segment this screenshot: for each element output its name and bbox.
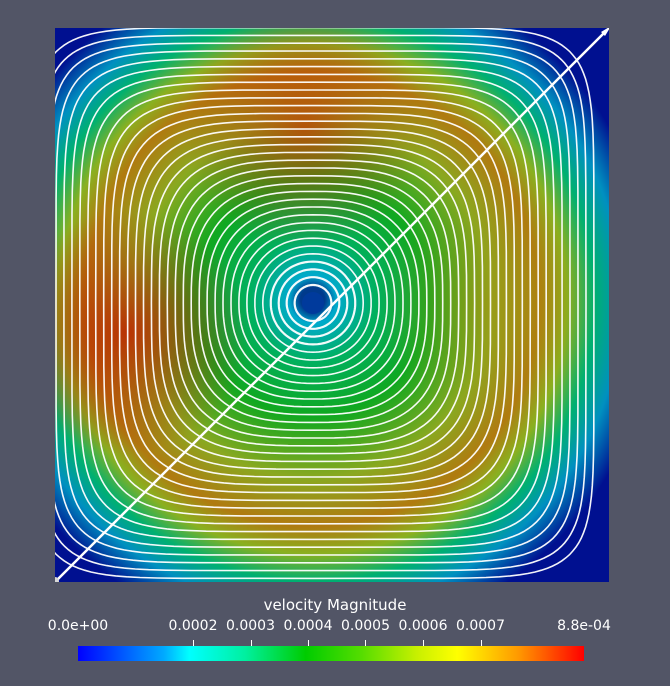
streamline xyxy=(246,237,380,369)
streamline xyxy=(63,57,563,549)
streamline xyxy=(78,73,548,533)
streamline xyxy=(269,260,357,346)
streamline xyxy=(110,104,516,502)
streamline xyxy=(198,190,428,416)
colorbar-tick-mark xyxy=(365,640,366,646)
probe-line-end-arrow[interactable] xyxy=(601,28,609,36)
colorbar-tick-mark xyxy=(193,640,194,646)
streamline xyxy=(158,151,468,455)
probe-line[interactable] xyxy=(55,30,607,582)
streamline xyxy=(55,34,587,572)
streamline xyxy=(55,28,595,580)
streamline xyxy=(222,213,404,393)
colorbar-tick-label: 0.0007 xyxy=(456,618,505,634)
streamline xyxy=(261,252,365,354)
streamline xyxy=(174,167,452,439)
streamline xyxy=(86,81,540,525)
colorbar-tick-label: 0.0006 xyxy=(398,618,448,634)
streamline xyxy=(238,229,388,377)
streamline xyxy=(230,221,396,385)
colorbar-tick-label: 0.0003 xyxy=(226,618,275,634)
streamline xyxy=(55,50,571,556)
streamline xyxy=(285,276,341,330)
streamline xyxy=(55,42,579,564)
streamline xyxy=(94,89,532,517)
colorbar-max-label: 8.8e-04 xyxy=(557,618,611,634)
colorbar-tick-mark xyxy=(308,640,309,646)
colorbar-title: velocity Magnitude xyxy=(263,596,407,614)
streamline xyxy=(150,143,476,463)
streamline xyxy=(214,206,412,400)
streamline xyxy=(134,128,492,478)
streamline xyxy=(118,112,508,494)
streamlines xyxy=(55,28,595,580)
colorbar-tick-mark xyxy=(251,640,252,646)
streamline xyxy=(293,283,333,323)
streamline xyxy=(102,96,524,510)
streamline xyxy=(142,135,484,471)
streamline xyxy=(182,174,444,432)
streamline xyxy=(206,198,420,408)
velocity-field-plot[interactable] xyxy=(55,28,609,582)
colorbar-tick-label: 0.0002 xyxy=(168,618,218,634)
streamline xyxy=(254,245,372,361)
streamline xyxy=(277,268,349,338)
colorbar xyxy=(78,646,584,661)
colorbar-tick-label: 0.0005 xyxy=(341,618,390,634)
vortex-core xyxy=(302,292,324,314)
streamline xyxy=(71,65,555,541)
colorbar-tick-mark xyxy=(423,640,424,646)
colorbar-tick-mark xyxy=(481,640,482,646)
colorbar-min-label: 0.0e+00 xyxy=(47,618,109,634)
probe-line-start-handle[interactable] xyxy=(55,577,59,582)
streamline xyxy=(166,159,460,447)
streamline xyxy=(190,182,436,424)
colorbar-tick-label: 0.0004 xyxy=(283,618,333,634)
streamline xyxy=(126,120,500,486)
